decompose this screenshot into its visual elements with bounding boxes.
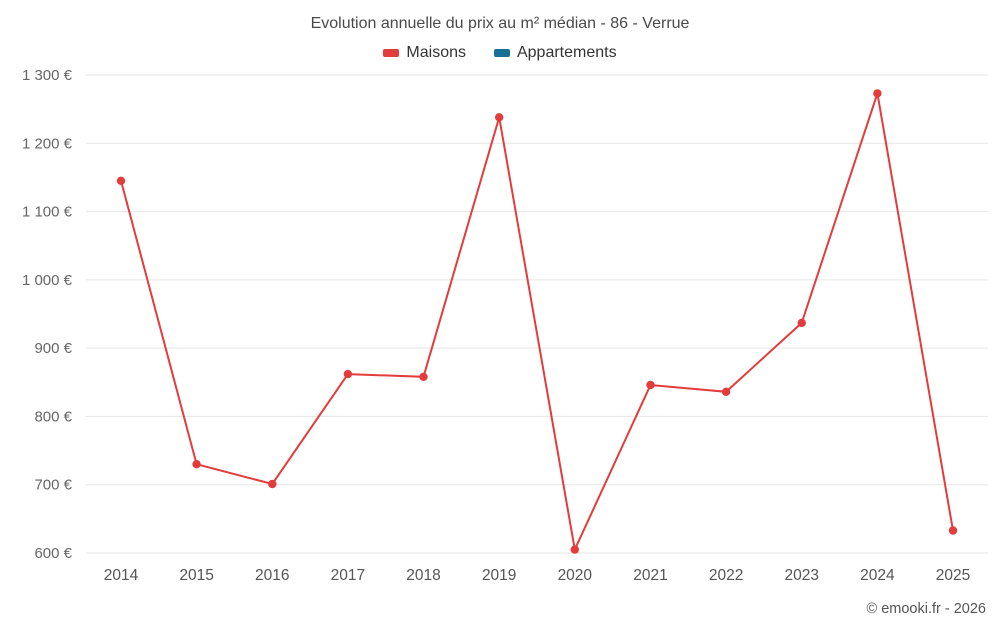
x-axis-tick-label: 2022 bbox=[709, 567, 743, 584]
x-axis-tick-label: 2018 bbox=[406, 567, 440, 584]
y-axis-tick-label: 900 € bbox=[34, 340, 72, 357]
x-axis-tick-label: 2024 bbox=[860, 567, 895, 584]
x-axis-tick-label: 2021 bbox=[633, 567, 667, 584]
data-point-maisons[interactable] bbox=[646, 380, 655, 390]
legend-item-maisons[interactable]: Maisons bbox=[383, 44, 466, 62]
data-point-maisons[interactable] bbox=[419, 372, 428, 381]
chart-legend: Maisons Appartements bbox=[0, 44, 1000, 62]
data-point-maisons[interactable] bbox=[343, 369, 353, 379]
y-axis-tick-label: 700 € bbox=[34, 477, 72, 494]
y-axis-tick-label: 1 300 € bbox=[22, 67, 73, 84]
x-axis-tick-label: 2023 bbox=[784, 567, 818, 584]
legend-label-appartements: Appartements bbox=[516, 44, 617, 61]
y-axis-tick-label: 1 100 € bbox=[22, 204, 73, 221]
y-axis-tick-label: 600 € bbox=[34, 545, 72, 562]
y-axis-tick-label: 1 200 € bbox=[22, 135, 73, 152]
x-axis-tick-label: 2025 bbox=[936, 567, 970, 584]
appartements-series-marker-icon bbox=[493, 49, 510, 57]
series-line-maisons bbox=[120, 93, 954, 553]
x-axis-tick-label: 2020 bbox=[558, 567, 593, 584]
legend-label-maisons: Maisons bbox=[406, 44, 466, 61]
maisons-series-marker-icon bbox=[383, 49, 400, 57]
y-axis-tick-label: 800 € bbox=[34, 408, 72, 425]
x-axis-tick-label: 2014 bbox=[104, 567, 139, 584]
x-axis-tick-label: 2016 bbox=[255, 567, 289, 584]
y-axis-tick-label: 1 000 € bbox=[22, 272, 73, 289]
data-point-maisons[interactable] bbox=[495, 113, 504, 122]
x-axis-tick-label: 2015 bbox=[179, 567, 213, 584]
legend-item-appartements[interactable]: Appartements bbox=[493, 44, 617, 62]
x-axis-tick-label: 2017 bbox=[331, 567, 365, 584]
data-point-maisons[interactable] bbox=[948, 526, 958, 535]
data-point-maisons[interactable] bbox=[570, 545, 579, 554]
chart-title: Evolution annuelle du prix au m² médian … bbox=[310, 15, 690, 32]
data-point-maisons[interactable] bbox=[116, 176, 126, 185]
data-point-maisons[interactable] bbox=[192, 460, 201, 469]
data-point-maisons[interactable] bbox=[721, 387, 731, 396]
data-point-maisons[interactable] bbox=[268, 479, 277, 489]
data-point-maisons[interactable] bbox=[797, 318, 806, 328]
data-point-maisons[interactable] bbox=[873, 89, 882, 98]
x-axis-tick-label: 2019 bbox=[482, 567, 516, 584]
footer-credit[interactable]: © emooki.fr - 2026 bbox=[866, 601, 986, 617]
